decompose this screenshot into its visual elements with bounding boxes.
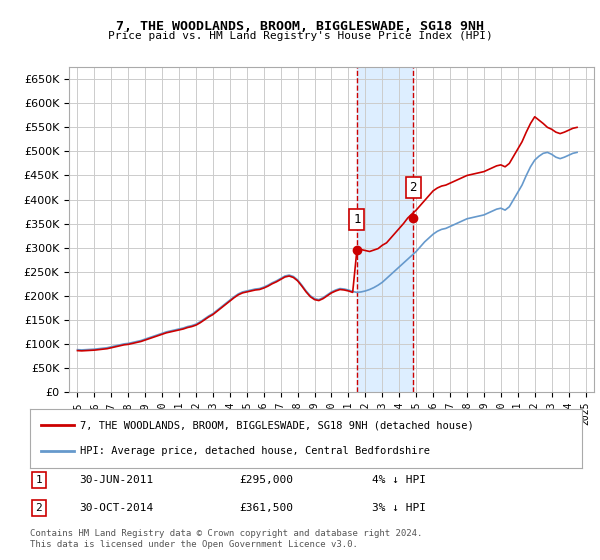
- Text: 3% ↓ HPI: 3% ↓ HPI: [372, 503, 426, 513]
- Text: 30-JUN-2011: 30-JUN-2011: [80, 475, 154, 485]
- Text: 7, THE WOODLANDS, BROOM, BIGGLESWADE, SG18 9NH (detached house): 7, THE WOODLANDS, BROOM, BIGGLESWADE, SG…: [80, 420, 473, 430]
- Text: 2: 2: [410, 181, 417, 194]
- Text: Contains HM Land Registry data © Crown copyright and database right 2024.
This d: Contains HM Land Registry data © Crown c…: [30, 529, 422, 549]
- Text: Price paid vs. HM Land Registry's House Price Index (HPI): Price paid vs. HM Land Registry's House …: [107, 31, 493, 41]
- Text: £361,500: £361,500: [240, 503, 294, 513]
- Text: 1: 1: [35, 475, 42, 485]
- Text: 4% ↓ HPI: 4% ↓ HPI: [372, 475, 426, 485]
- Text: 2: 2: [35, 503, 42, 513]
- Bar: [357, 67, 413, 392]
- Text: 7, THE WOODLANDS, BROOM, BIGGLESWADE, SG18 9NH: 7, THE WOODLANDS, BROOM, BIGGLESWADE, SG…: [116, 20, 484, 32]
- Text: HPI: Average price, detached house, Central Bedfordshire: HPI: Average price, detached house, Cent…: [80, 446, 430, 456]
- Text: 30-OCT-2014: 30-OCT-2014: [80, 503, 154, 513]
- Text: 1: 1: [353, 213, 361, 226]
- Text: £295,000: £295,000: [240, 475, 294, 485]
